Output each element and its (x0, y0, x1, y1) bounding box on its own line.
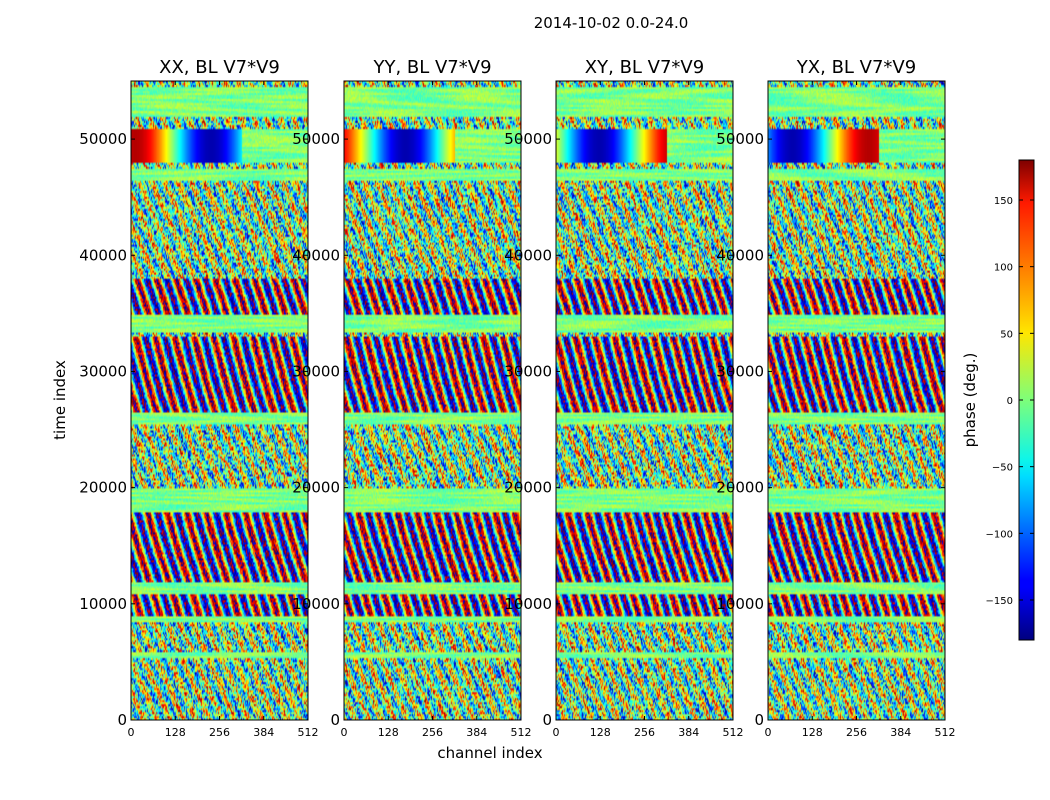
x-tick-label: 512 (723, 726, 744, 739)
panel-yx: YX, BL V7*V9 0 128 256 384 512 0 10000 20000 3000… (716, 57, 955, 739)
colorbar-tick-label: 50 (1000, 329, 1013, 340)
y-tick-label: 0 (542, 711, 552, 729)
x-tick-label: 256 (634, 726, 655, 739)
y-tick-label: 40000 (504, 246, 552, 264)
x-tick-label: 384 (890, 726, 911, 739)
y-tick-label: 10000 (79, 595, 127, 613)
x-tick-label: 128 (590, 726, 611, 739)
y-tick-label: 30000 (716, 362, 764, 380)
panels-group: XX, BL V7*V9 0 128 256 384 512 0 10000 20000 3000… (79, 57, 955, 739)
y-tick-label: 30000 (292, 362, 340, 380)
colorbar: −150 −100 −50 0 50 100 150 phase (deg.) (961, 159, 1035, 641)
x-tick-label: 384 (466, 726, 487, 739)
figure-title: 2014-10-02 0.0-24.0 (534, 14, 689, 32)
panel-title: XX, BL V7*V9 (159, 57, 280, 78)
colorbar-tick-label: 150 (994, 196, 1013, 207)
y-tick-label: 50000 (79, 130, 127, 148)
y-tick-label: 10000 (504, 595, 552, 613)
y-tick-label: 20000 (504, 479, 552, 497)
x-tick-label: 128 (802, 726, 823, 739)
y-tick-label: 0 (754, 711, 764, 729)
colorbar-tick-label: 100 (994, 263, 1013, 274)
heatmap-image-yx (768, 81, 945, 720)
y-tick-label: 10000 (716, 595, 764, 613)
y-tick-label: 30000 (504, 362, 552, 380)
x-tick-label: 0 (341, 726, 348, 739)
y-tick-label: 40000 (716, 246, 764, 264)
x-tick-label: 256 (209, 726, 230, 739)
colorbar-tick-label: −100 (986, 529, 1013, 540)
x-tick-label: 512 (935, 726, 956, 739)
panel-title: YX, BL V7*V9 (796, 57, 916, 78)
y-tick-label: 0 (117, 711, 127, 729)
x-tick-label: 256 (422, 726, 443, 739)
y-tick-label: 50000 (292, 130, 340, 148)
y-tick-label: 0 (330, 711, 340, 729)
x-tick-label: 512 (298, 726, 319, 739)
colorbar-tick-label: 0 (1007, 396, 1013, 407)
panel-xy: XY, BL V7*V9 0 128 256 384 512 0 10000 20000 3000… (504, 57, 743, 739)
heatmap-image-xy (556, 81, 733, 720)
heatmap-image-yy (344, 81, 521, 720)
panel-xx: XX, BL V7*V9 0 128 256 384 512 0 10000 20000 3000… (79, 57, 318, 739)
y-tick-label: 20000 (716, 479, 764, 497)
y-tick-label: 50000 (716, 130, 764, 148)
y-tick-label: 30000 (79, 362, 127, 380)
heatmap-image-xx (131, 81, 308, 720)
y-tick-label: 10000 (292, 595, 340, 613)
y-tick-label: 40000 (79, 246, 127, 264)
x-tick-label: 384 (253, 726, 274, 739)
y-tick-label: 20000 (292, 479, 340, 497)
x-tick-label: 256 (846, 726, 867, 739)
panel-yy: YY, BL V7*V9 0 128 256 384 512 0 10000 20000 3000… (292, 57, 531, 739)
y-tick-label: 40000 (292, 246, 340, 264)
colorbar-tick-label: −150 (986, 596, 1013, 607)
x-tick-label: 128 (378, 726, 399, 739)
x-tick-label: 0 (128, 726, 135, 739)
y-tick-label: 20000 (79, 479, 127, 497)
y-axis-label: time index (51, 360, 69, 440)
x-axis-label: channel index (437, 744, 542, 762)
x-tick-label: 512 (511, 726, 532, 739)
panel-title: XY, BL V7*V9 (585, 57, 704, 78)
colorbar-ticks: −150 −100 −50 0 50 100 150 (986, 196, 1034, 607)
colorbar-tick-label: −50 (992, 463, 1013, 474)
x-tick-label: 128 (165, 726, 186, 739)
x-tick-label: 384 (678, 726, 699, 739)
colorbar-label: phase (deg.) (961, 353, 979, 448)
panel-title: YY, BL V7*V9 (372, 57, 491, 78)
x-tick-label: 0 (765, 726, 772, 739)
x-tick-label: 0 (553, 726, 560, 739)
y-tick-label: 50000 (504, 130, 552, 148)
